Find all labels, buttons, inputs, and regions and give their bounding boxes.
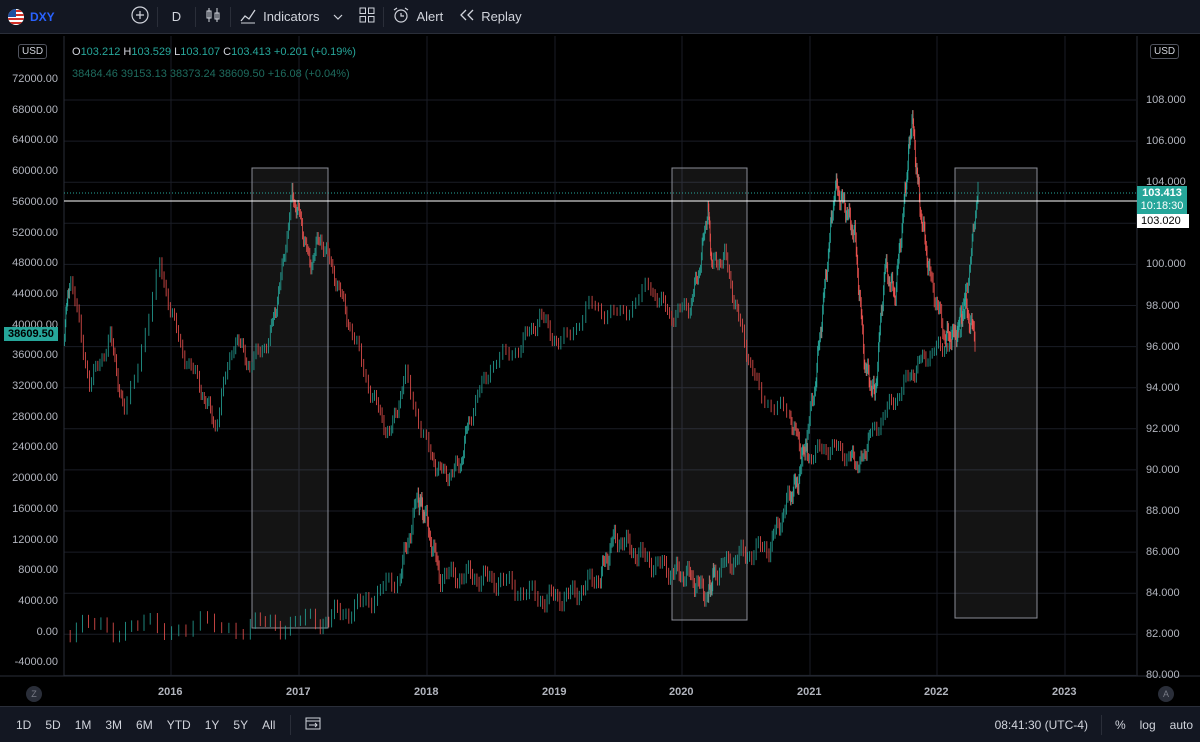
alarm-clock-icon	[392, 6, 410, 27]
right-axis-tick: 96.000	[1146, 340, 1180, 353]
legend-close: 103.413	[231, 46, 271, 58]
time-axis-label: 2019	[542, 686, 567, 698]
right-axis-tick: 84.000	[1146, 587, 1180, 600]
highlight-box	[954, 167, 1038, 619]
right-currency-button[interactable]: USD	[1150, 44, 1180, 59]
horizontal-line-price-label: 103.020	[1137, 214, 1189, 228]
left-axis-tick: 28000.00	[12, 410, 58, 423]
right-axis-tick: 104.000	[1146, 176, 1186, 189]
interval-label: D	[171, 9, 182, 24]
left-axis-tick: 24000.00	[12, 441, 58, 454]
compare-button[interactable]	[123, 0, 157, 34]
candles-icon	[204, 6, 222, 27]
right-axis-tick: 86.000	[1146, 546, 1180, 559]
range-button[interactable]: 5Y	[233, 717, 249, 732]
highlight-box	[251, 167, 329, 629]
range-button[interactable]: YTD	[166, 717, 191, 732]
left-axis-tick: 56000.00	[12, 195, 58, 208]
left-axis-tick: 72000.00	[12, 73, 58, 85]
left-axis-tick: 32000.00	[12, 380, 58, 392]
time-axis-label: 2018	[414, 686, 439, 698]
alert-button[interactable]: Alert	[384, 0, 451, 34]
log-scale-toggle[interactable]: log	[1139, 718, 1156, 732]
left-axis-tick: 52000.00	[12, 226, 58, 239]
chart-type-button[interactable]	[196, 0, 230, 34]
right-axis-tick: 80.000	[1146, 669, 1180, 682]
alert-label: Alert	[416, 9, 444, 24]
time-axis-label: 2020	[669, 686, 694, 698]
left-axis-tick: 68000.00	[12, 103, 58, 116]
interval-button[interactable]: D	[158, 0, 195, 34]
time-axis-label: 2021	[797, 686, 822, 698]
left-axis-tick: 48000.00	[12, 257, 58, 270]
right-axis-tick: 100.000	[1146, 258, 1186, 271]
legend-high: 103.529	[131, 46, 172, 58]
left-axis-tick: 60000.00	[12, 165, 58, 178]
range-button[interactable]: All	[262, 717, 276, 732]
us-flag-icon	[8, 8, 24, 25]
plus-circle-icon	[131, 6, 149, 27]
legend-change: +0.201 (+0.19%)	[273, 46, 356, 58]
calendar-range-icon[interactable]	[299, 716, 327, 733]
right-axis-tick: 94.000	[1146, 381, 1180, 394]
auto-scale-corner-button[interactable]: A	[1158, 686, 1174, 702]
indicators-label: Indicators	[263, 9, 320, 24]
chart-pane[interactable]: O103.212 H103.529 L103.107 C103.413 +0.2…	[0, 36, 1200, 706]
range-button[interactable]: 3M	[105, 717, 123, 732]
left-axis-tick: -4000.00	[14, 656, 58, 669]
left-axis-tick: 44000.00	[12, 287, 58, 300]
bar-countdown: 10:18:30	[1140, 200, 1184, 212]
right-axis-tick: 88.000	[1146, 505, 1180, 517]
highlight-box	[671, 167, 748, 621]
overlay-series-legend: 38484.46 39153.13 38373.24 38609.50 +16.…	[72, 68, 350, 80]
time-axis-label: 2016	[158, 686, 183, 698]
zoom-corner-button[interactable]: Z	[26, 686, 42, 702]
right-last-price-label: 103.413 10:18:30	[1137, 186, 1187, 214]
symbol-search-button[interactable]: DXY	[0, 0, 63, 34]
range-button[interactable]: 1D	[16, 717, 32, 732]
left-axis-tick: 20000.00	[12, 472, 58, 485]
chevron-down-icon	[333, 9, 343, 24]
range-button[interactable]: 1M	[74, 717, 92, 732]
range-button[interactable]: 6M	[136, 717, 153, 732]
left-axis-tick: 8000.00	[18, 564, 58, 577]
indicators-button[interactable]: Indicators	[231, 0, 351, 34]
auto-scale-toggle[interactable]: auto	[1169, 718, 1193, 732]
rewind-icon	[459, 9, 475, 24]
legend-low: 103.107	[180, 46, 221, 58]
grid-icon	[359, 7, 375, 26]
right-axis-tick: 90.000	[1146, 463, 1180, 476]
left-axis-tick: 36000.00	[12, 349, 58, 362]
range-button[interactable]: 1Y	[204, 717, 220, 732]
time-axis-label: 2017	[286, 686, 311, 698]
time-axis-label: 2022	[924, 686, 949, 698]
left-axis-tick: 64000.00	[12, 134, 58, 147]
replay-button[interactable]: Replay	[451, 0, 529, 34]
indicators-icon	[239, 6, 257, 27]
top-toolbar: DXY D Indicators Alert	[0, 0, 1200, 34]
percent-scale-toggle[interactable]: %	[1114, 718, 1126, 732]
left-axis-tick: 0.00	[36, 625, 58, 638]
range-button[interactable]: 5D	[45, 717, 61, 732]
replay-label: Replay	[481, 9, 522, 24]
right-axis-tick: 92.000	[1146, 422, 1180, 435]
date-range-group: 1D 5D 1M 3M 6M YTD 1Y 5Y All	[0, 718, 282, 732]
left-currency-button[interactable]: USD	[18, 44, 48, 59]
time-axis-label: 2023	[1052, 686, 1077, 698]
symbol-name: DXY	[30, 9, 55, 24]
left-last-price-label: 38609.50	[4, 327, 58, 341]
legend-open: 103.212	[80, 46, 121, 58]
chart-canvas[interactable]	[0, 36, 1200, 706]
left-axis-tick: 12000.00	[12, 533, 58, 546]
right-axis-tick: 108.000	[1146, 94, 1186, 106]
right-axis-tick: 98.000	[1146, 299, 1180, 312]
left-axis-tick: 4000.00	[18, 594, 58, 607]
layouts-button[interactable]	[351, 0, 383, 34]
main-series-legend: O103.212 H103.529 L103.107 C103.413 +0.2…	[72, 46, 356, 58]
right-axis-tick: 82.000	[1146, 628, 1180, 641]
left-axis-tick: 16000.00	[12, 502, 58, 515]
right-axis-tick: 106.000	[1146, 135, 1186, 148]
bottom-toolbar: 1D 5D 1M 3M 6M YTD 1Y 5Y All 08:41:30 (UTC-4) % …	[0, 706, 1200, 742]
clock-time[interactable]: 08:41:30 (UTC-4)	[994, 718, 1088, 732]
